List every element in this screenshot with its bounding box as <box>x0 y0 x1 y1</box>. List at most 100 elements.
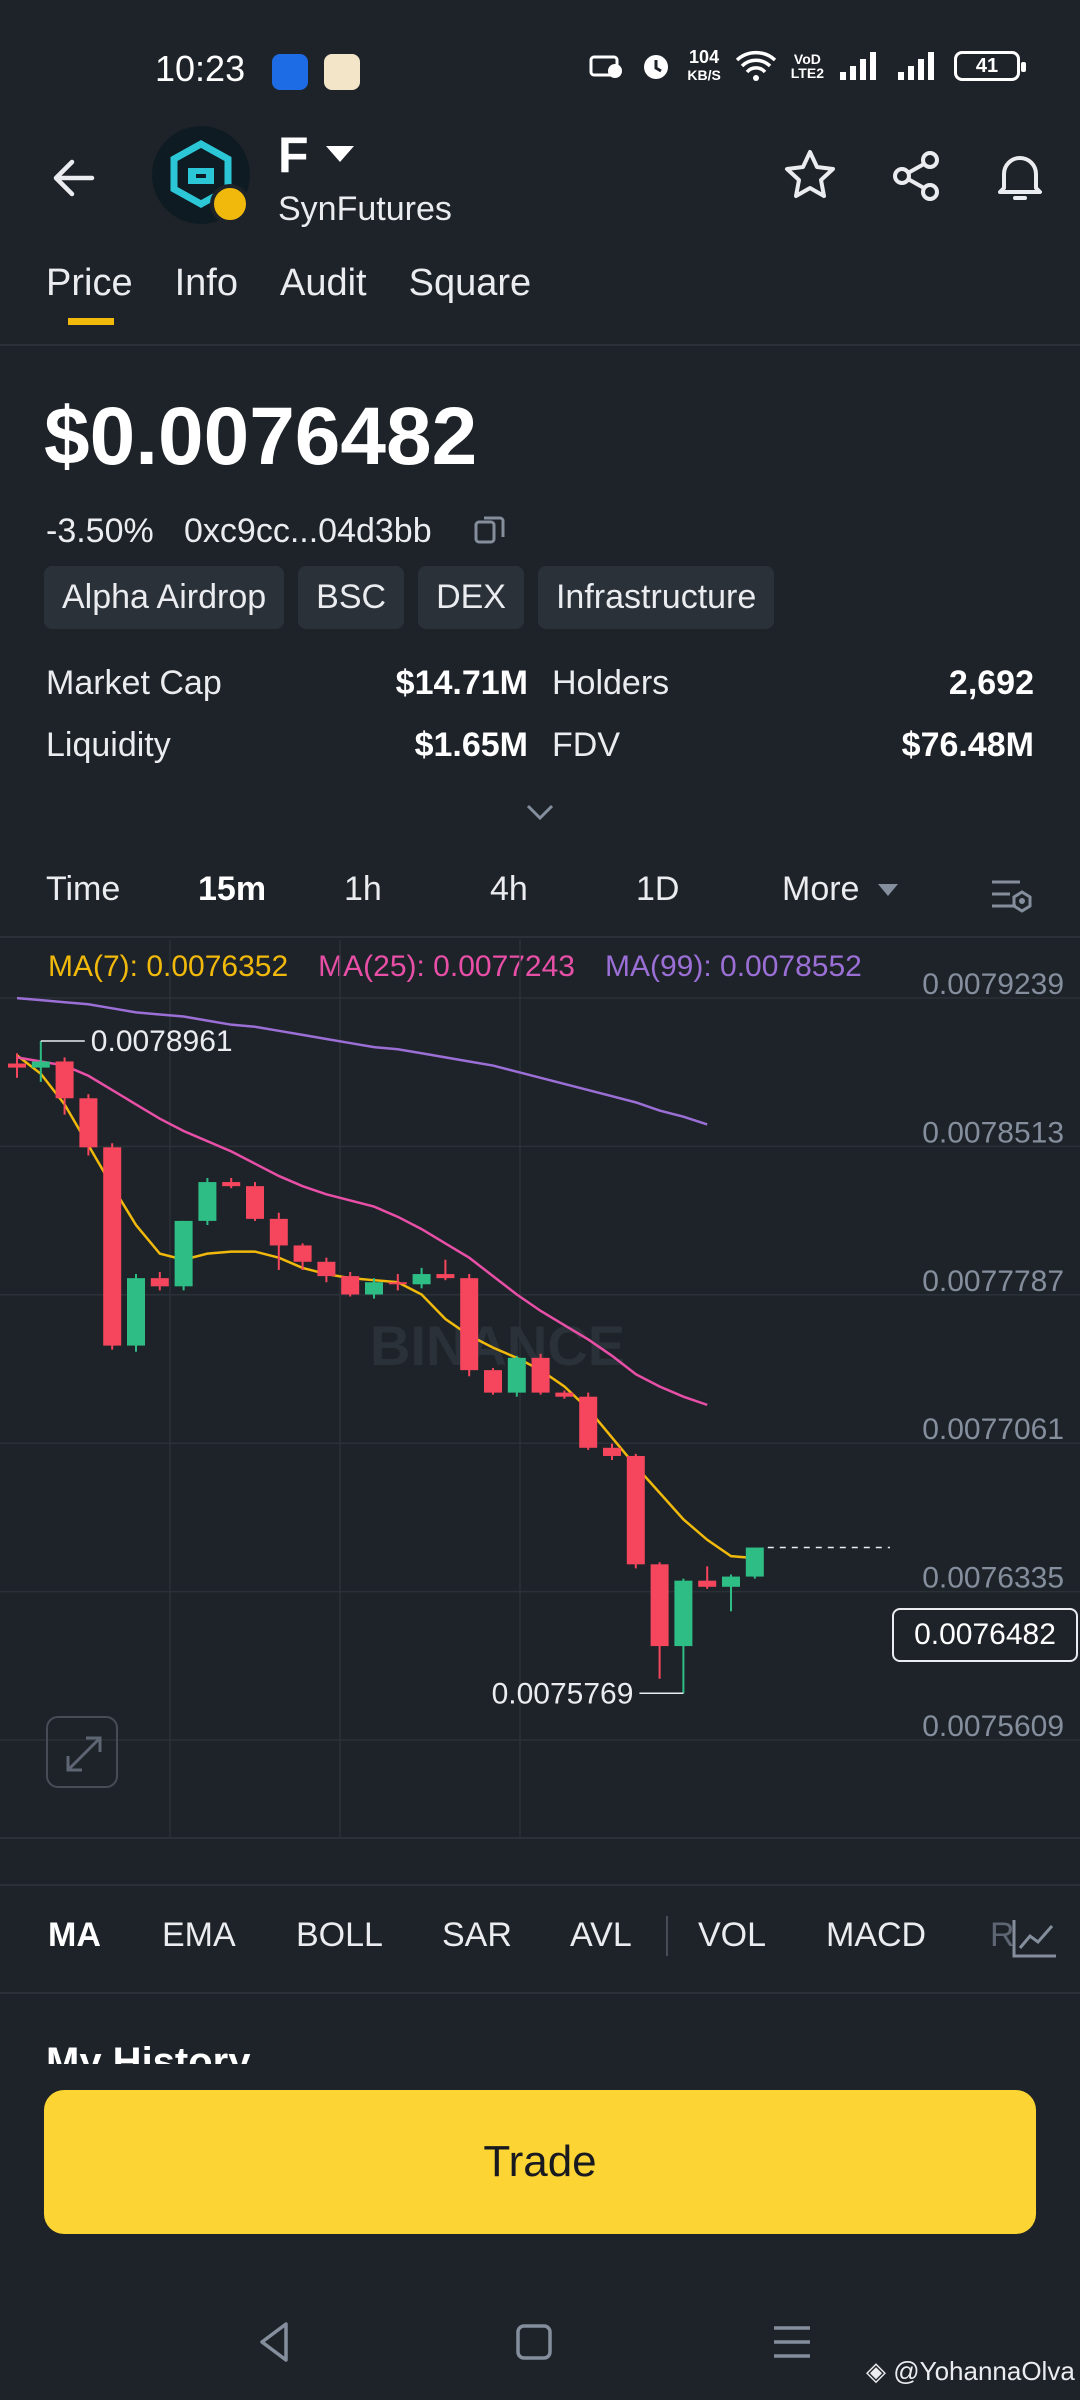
indicator-macd[interactable]: MACD <box>826 1916 927 1954</box>
tag-bsc[interactable]: BSC <box>298 566 405 629</box>
timeframe-1d[interactable]: 1D <box>636 870 680 908</box>
market-cap-value: $14.71M <box>395 664 528 702</box>
y-tick-label: 0.0077061 <box>922 1413 1064 1446</box>
legend-ma25: MA(25): 0.0077243 <box>318 950 575 983</box>
indicator-separator <box>666 1916 668 1956</box>
legend-ma7: MA(7): 0.0076352 <box>48 950 289 983</box>
y-tick-label: 0.0076335 <box>922 1562 1064 1595</box>
candle-body <box>198 1182 217 1221</box>
low-price-label: 0.0075769 <box>492 1677 634 1710</box>
watermark-text: ◈ @YohannaOlva <box>866 2356 1075 2387</box>
candle-body <box>103 1147 122 1346</box>
nav-back-icon[interactable] <box>246 2312 306 2372</box>
candle-body <box>222 1182 241 1187</box>
more-caret-icon <box>878 884 898 896</box>
battery-icon: 41 <box>954 51 1026 81</box>
candle-body <box>174 1220 193 1287</box>
indicator-vol[interactable]: VOL <box>698 1916 767 1954</box>
token-symbol[interactable]: F <box>278 127 309 183</box>
nav-home-icon[interactable] <box>504 2312 564 2372</box>
share-icon[interactable] <box>886 146 946 206</box>
indicator-sar[interactable]: SAR <box>442 1916 512 1954</box>
candles <box>8 1041 764 1694</box>
status-bar: 10:23 104 KB/S VoD LTE2 41 <box>0 0 1080 120</box>
tag-alpha-airdrop[interactable]: Alpha Airdrop <box>44 566 285 629</box>
ma-line <box>16 996 708 1126</box>
signal-icon-2 <box>898 52 934 80</box>
app-notification-icon <box>272 54 308 90</box>
back-arrow-icon[interactable] <box>44 148 104 208</box>
timeframe-selector: Time 15m 1h 4h 1D More <box>0 870 1080 920</box>
candle-body <box>698 1580 717 1587</box>
candle-body <box>317 1261 336 1277</box>
indicator-settings-icon[interactable] <box>1010 1916 1060 1960</box>
y-axis: 0.0079239 0.0078513 0.0077787 0.0077061 0.00… <box>922 968 1064 1743</box>
indicator-ma[interactable]: MA <box>48 1916 101 1954</box>
token-switch-caret-icon[interactable] <box>326 146 354 162</box>
indicator-boll[interactable]: BOLL <box>296 1916 383 1954</box>
indicator-ema[interactable]: EMA <box>162 1916 236 1954</box>
app-notification-icon-2 <box>324 54 360 90</box>
x-tick-label: 2025-08-02 20:00 <box>396 1848 633 1850</box>
price-change: -3.50% <box>46 512 154 550</box>
battery-level: 41 <box>975 54 999 77</box>
y-tick-label: 0.0075609 <box>922 1710 1064 1743</box>
divider <box>0 344 1080 346</box>
chart-settings-icon[interactable] <box>988 874 1034 914</box>
candle-body <box>127 1278 145 1346</box>
indicator-avl[interactable]: AVL <box>570 1916 632 1954</box>
candle-body <box>507 1357 526 1393</box>
candle-body <box>722 1576 740 1587</box>
candle-body <box>650 1564 669 1647</box>
current-price: $0.0076482 <box>44 391 478 482</box>
candle-body <box>555 1392 574 1397</box>
candle-body <box>626 1455 645 1565</box>
candle-body <box>674 1580 693 1647</box>
tab-info[interactable]: Info <box>174 262 238 304</box>
timeframe-1h[interactable]: 1h <box>344 870 382 908</box>
fdv-value: $76.48M <box>901 726 1034 764</box>
candle-body <box>579 1396 598 1448</box>
copy-icon[interactable] <box>472 512 508 548</box>
tab-price[interactable]: Price <box>46 262 133 325</box>
bell-icon[interactable] <box>990 146 1050 206</box>
x-tick-label: 2025-08-02 16:15 <box>36 1848 273 1850</box>
tag-dex[interactable]: DEX <box>418 566 524 629</box>
tag-infrastructure[interactable]: Infrastructure <box>537 566 775 629</box>
tab-square[interactable]: Square <box>408 262 532 304</box>
chart-watermark: BINANCE <box>370 1314 625 1377</box>
nav-menu-icon[interactable] <box>762 2312 822 2372</box>
candle-body <box>412 1274 431 1285</box>
candle-body <box>341 1276 360 1295</box>
holders-value: 2,692 <box>948 664 1034 702</box>
candle-body <box>150 1278 169 1287</box>
candle-body <box>484 1370 502 1393</box>
token-tags: Alpha Airdrop BSC DEX Infrastructure <box>44 566 775 629</box>
network-tag-1: VoD <box>793 51 821 67</box>
indicator-r[interactable]: R <box>990 1916 1015 1954</box>
wifi-icon <box>735 50 776 81</box>
network-tag-2: LTE2 <box>790 65 824 81</box>
favorite-star-icon[interactable] <box>780 146 840 206</box>
tab-audit[interactable]: Audit <box>279 262 367 304</box>
timeframe-time[interactable]: Time <box>46 870 121 908</box>
expand-stats-chevron-icon[interactable] <box>524 800 556 824</box>
timeframe-4h[interactable]: 4h <box>490 870 528 908</box>
high-price-label: 0.0078961 <box>91 1025 233 1058</box>
token-stats: Market Cap $14.71M Holders 2,692 Liquidi… <box>0 664 1080 774</box>
ma-legend: MA(7): 0.0076352 MA(25): 0.0077243 MA(99… <box>48 950 862 984</box>
trade-button[interactable]: Trade <box>44 2090 1036 2234</box>
network-speed-value: 104 <box>689 47 720 67</box>
status-indicators: 104 KB/S VoD LTE2 41 <box>589 47 1026 84</box>
dnd-icon <box>589 55 623 78</box>
chart-annotations: 0.0078961 0.0075769 <box>40 1025 890 1710</box>
timeframe-15m[interactable]: 15m <box>198 870 267 908</box>
y-tick-label: 0.0079239 <box>922 968 1064 1001</box>
fullscreen-chart-button[interactable] <box>46 1716 118 1788</box>
candle-body <box>293 1245 312 1262</box>
liquidity-label: Liquidity <box>46 726 171 764</box>
expand-icon <box>66 1736 102 1772</box>
timeframe-more[interactable]: More <box>782 870 860 908</box>
fdv-label: FDV <box>552 726 620 764</box>
